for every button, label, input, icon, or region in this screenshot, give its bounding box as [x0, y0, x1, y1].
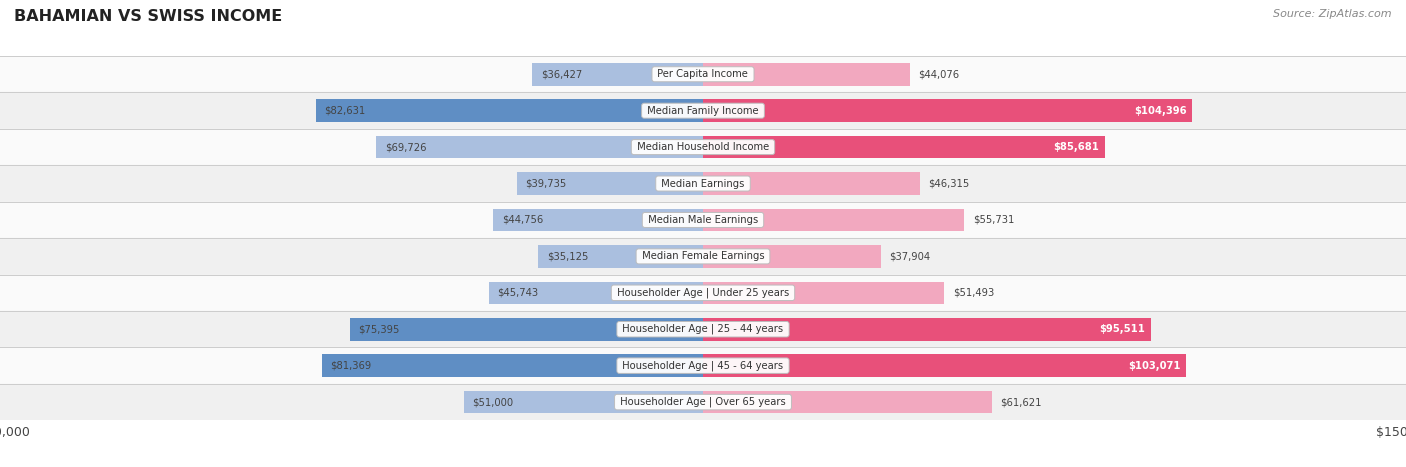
Bar — [703, 209, 965, 231]
Bar — [0, 92, 1406, 129]
Text: $35,125: $35,125 — [547, 251, 588, 262]
Text: Median Earnings: Median Earnings — [658, 178, 748, 189]
Text: $39,735: $39,735 — [526, 178, 567, 189]
Text: Median Household Income: Median Household Income — [634, 142, 772, 152]
Text: $51,000: $51,000 — [472, 397, 513, 407]
Text: $45,743: $45,743 — [498, 288, 538, 298]
Text: $44,756: $44,756 — [502, 215, 543, 225]
Bar — [322, 354, 703, 377]
Text: $36,427: $36,427 — [541, 69, 582, 79]
Bar — [0, 311, 1406, 347]
Bar — [350, 318, 703, 340]
Bar — [0, 238, 1406, 275]
Bar — [0, 56, 1406, 92]
Bar — [494, 209, 703, 231]
Bar — [0, 275, 1406, 311]
Bar — [0, 202, 1406, 238]
Text: $81,369: $81,369 — [330, 361, 371, 371]
Text: $95,511: $95,511 — [1099, 324, 1144, 334]
Bar — [703, 172, 920, 195]
Bar — [538, 245, 703, 268]
Text: $46,315: $46,315 — [928, 178, 970, 189]
Bar — [703, 318, 1150, 340]
Text: Householder Age | Under 25 years: Householder Age | Under 25 years — [614, 288, 792, 298]
Bar — [703, 99, 1192, 122]
Bar — [0, 165, 1406, 202]
Text: $82,631: $82,631 — [325, 106, 366, 116]
Bar — [703, 63, 910, 85]
Bar — [489, 282, 703, 304]
Text: $75,395: $75,395 — [359, 324, 399, 334]
Text: Householder Age | 45 - 64 years: Householder Age | 45 - 64 years — [620, 361, 786, 371]
Bar — [517, 172, 703, 195]
Text: $104,396: $104,396 — [1135, 106, 1187, 116]
Bar — [464, 391, 703, 413]
Text: Per Capita Income: Per Capita Income — [655, 69, 751, 79]
Bar — [377, 136, 703, 158]
Text: $51,493: $51,493 — [953, 288, 994, 298]
Text: Householder Age | Over 65 years: Householder Age | Over 65 years — [617, 397, 789, 407]
Text: $44,076: $44,076 — [918, 69, 959, 79]
Bar — [0, 384, 1406, 420]
Bar — [703, 354, 1187, 377]
Text: $103,071: $103,071 — [1128, 361, 1181, 371]
Bar — [703, 391, 991, 413]
Bar — [533, 63, 703, 85]
Text: Source: ZipAtlas.com: Source: ZipAtlas.com — [1274, 9, 1392, 19]
Bar — [703, 245, 880, 268]
Bar — [0, 129, 1406, 165]
Bar — [316, 99, 703, 122]
Bar — [703, 282, 945, 304]
Bar — [0, 347, 1406, 384]
Text: Householder Age | 25 - 44 years: Householder Age | 25 - 44 years — [620, 324, 786, 334]
Text: Median Family Income: Median Family Income — [644, 106, 762, 116]
Text: Median Male Earnings: Median Male Earnings — [645, 215, 761, 225]
Text: $69,726: $69,726 — [385, 142, 426, 152]
Text: Median Female Earnings: Median Female Earnings — [638, 251, 768, 262]
Text: $61,621: $61,621 — [1000, 397, 1042, 407]
Text: BAHAMIAN VS SWISS INCOME: BAHAMIAN VS SWISS INCOME — [14, 9, 283, 24]
Text: $37,904: $37,904 — [889, 251, 931, 262]
Text: $55,731: $55,731 — [973, 215, 1014, 225]
Bar — [703, 136, 1105, 158]
Text: $85,681: $85,681 — [1053, 142, 1099, 152]
